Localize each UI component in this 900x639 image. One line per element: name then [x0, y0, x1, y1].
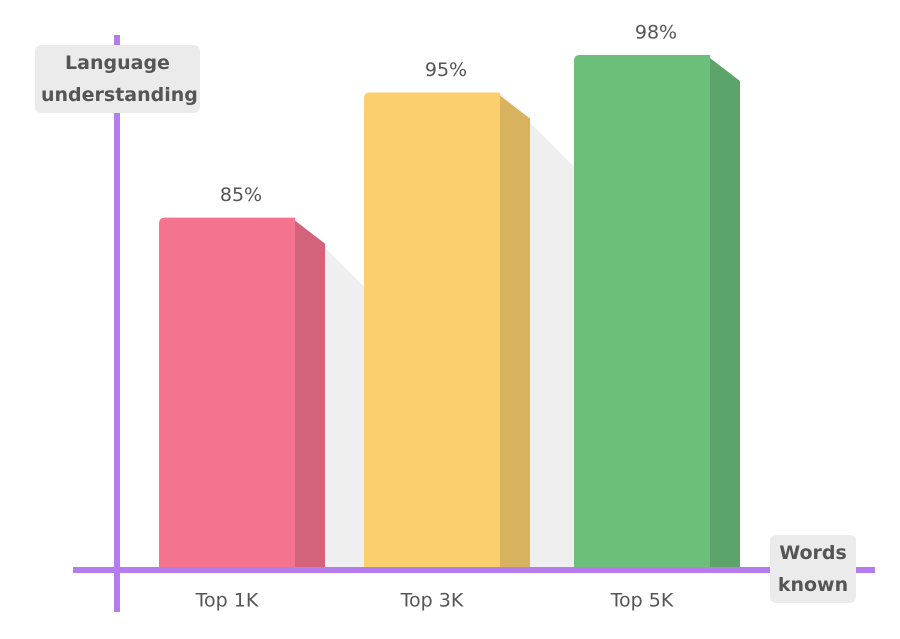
bar-side: [496, 92, 530, 568]
bar: [159, 217, 295, 568]
x-tick-label: Top 3K: [400, 590, 464, 612]
value-label: 98%: [635, 22, 677, 44]
x-axis-title: Words known: [770, 535, 856, 603]
x-tick-label: Top 1K: [195, 590, 259, 612]
bar: [574, 55, 710, 568]
bar-side: [291, 217, 325, 568]
value-label: 95%: [425, 59, 467, 81]
x-tick-label: Top 5K: [610, 590, 674, 612]
bar-side: [706, 55, 740, 568]
value-label: 85%: [220, 184, 262, 206]
y-axis-title: Language understanding: [35, 45, 200, 113]
bar: [364, 92, 500, 568]
